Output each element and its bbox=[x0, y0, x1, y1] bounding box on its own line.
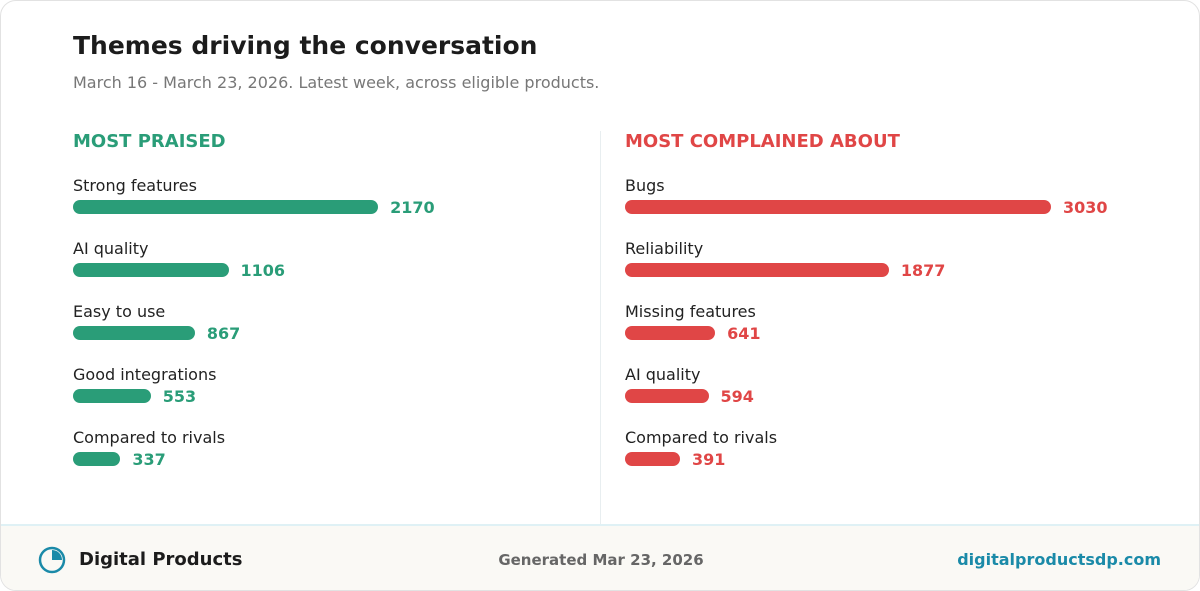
category-label: Easy to use bbox=[73, 302, 166, 321]
site-url[interactable]: digitalproductsdp.com bbox=[957, 550, 1161, 569]
value-label: 3030 bbox=[1063, 198, 1108, 217]
category-label: AI quality bbox=[625, 365, 701, 384]
footer bbox=[1, 524, 1199, 590]
value-label: 337 bbox=[132, 450, 166, 469]
bar bbox=[73, 263, 229, 277]
bar bbox=[73, 389, 151, 403]
bar bbox=[73, 452, 121, 466]
value-label: 594 bbox=[720, 387, 754, 406]
value-label: 553 bbox=[162, 387, 197, 406]
value-label: 641 bbox=[727, 324, 761, 343]
bar bbox=[625, 452, 680, 466]
category-label: Missing features bbox=[625, 302, 756, 321]
category-label: AI quality bbox=[73, 239, 149, 258]
value-label: 391 bbox=[691, 450, 726, 469]
section-heading: MOST COMPLAINED ABOUT bbox=[625, 131, 900, 152]
bar bbox=[73, 200, 379, 214]
brand: Digital Products bbox=[79, 549, 243, 570]
bar bbox=[73, 326, 195, 340]
divider bbox=[600, 131, 601, 524]
category-label: Bugs bbox=[625, 176, 665, 195]
value-label: 2170 bbox=[390, 198, 435, 217]
title: Themes driving the conversation bbox=[73, 31, 538, 60]
value-label: 867 bbox=[206, 324, 241, 343]
category-label: Strong features bbox=[73, 176, 197, 195]
category-label: Compared to rivals bbox=[73, 428, 226, 447]
bar bbox=[625, 389, 709, 403]
category-label: Good integrations bbox=[73, 365, 217, 384]
brand-icon bbox=[38, 546, 66, 574]
subtitle: March 16 - March 23, 2026. Latest week, … bbox=[73, 73, 600, 92]
category-label: Reliability bbox=[625, 239, 704, 258]
category-label: Compared to rivals bbox=[625, 428, 778, 447]
value-label: 1877 bbox=[900, 261, 946, 280]
bar bbox=[625, 326, 716, 340]
bar bbox=[625, 263, 889, 277]
generated-date: Generated Mar 23, 2026 bbox=[498, 551, 704, 569]
bar bbox=[625, 200, 1052, 214]
section-heading: MOST PRAISED bbox=[73, 131, 226, 152]
value-label: 1106 bbox=[240, 261, 286, 280]
